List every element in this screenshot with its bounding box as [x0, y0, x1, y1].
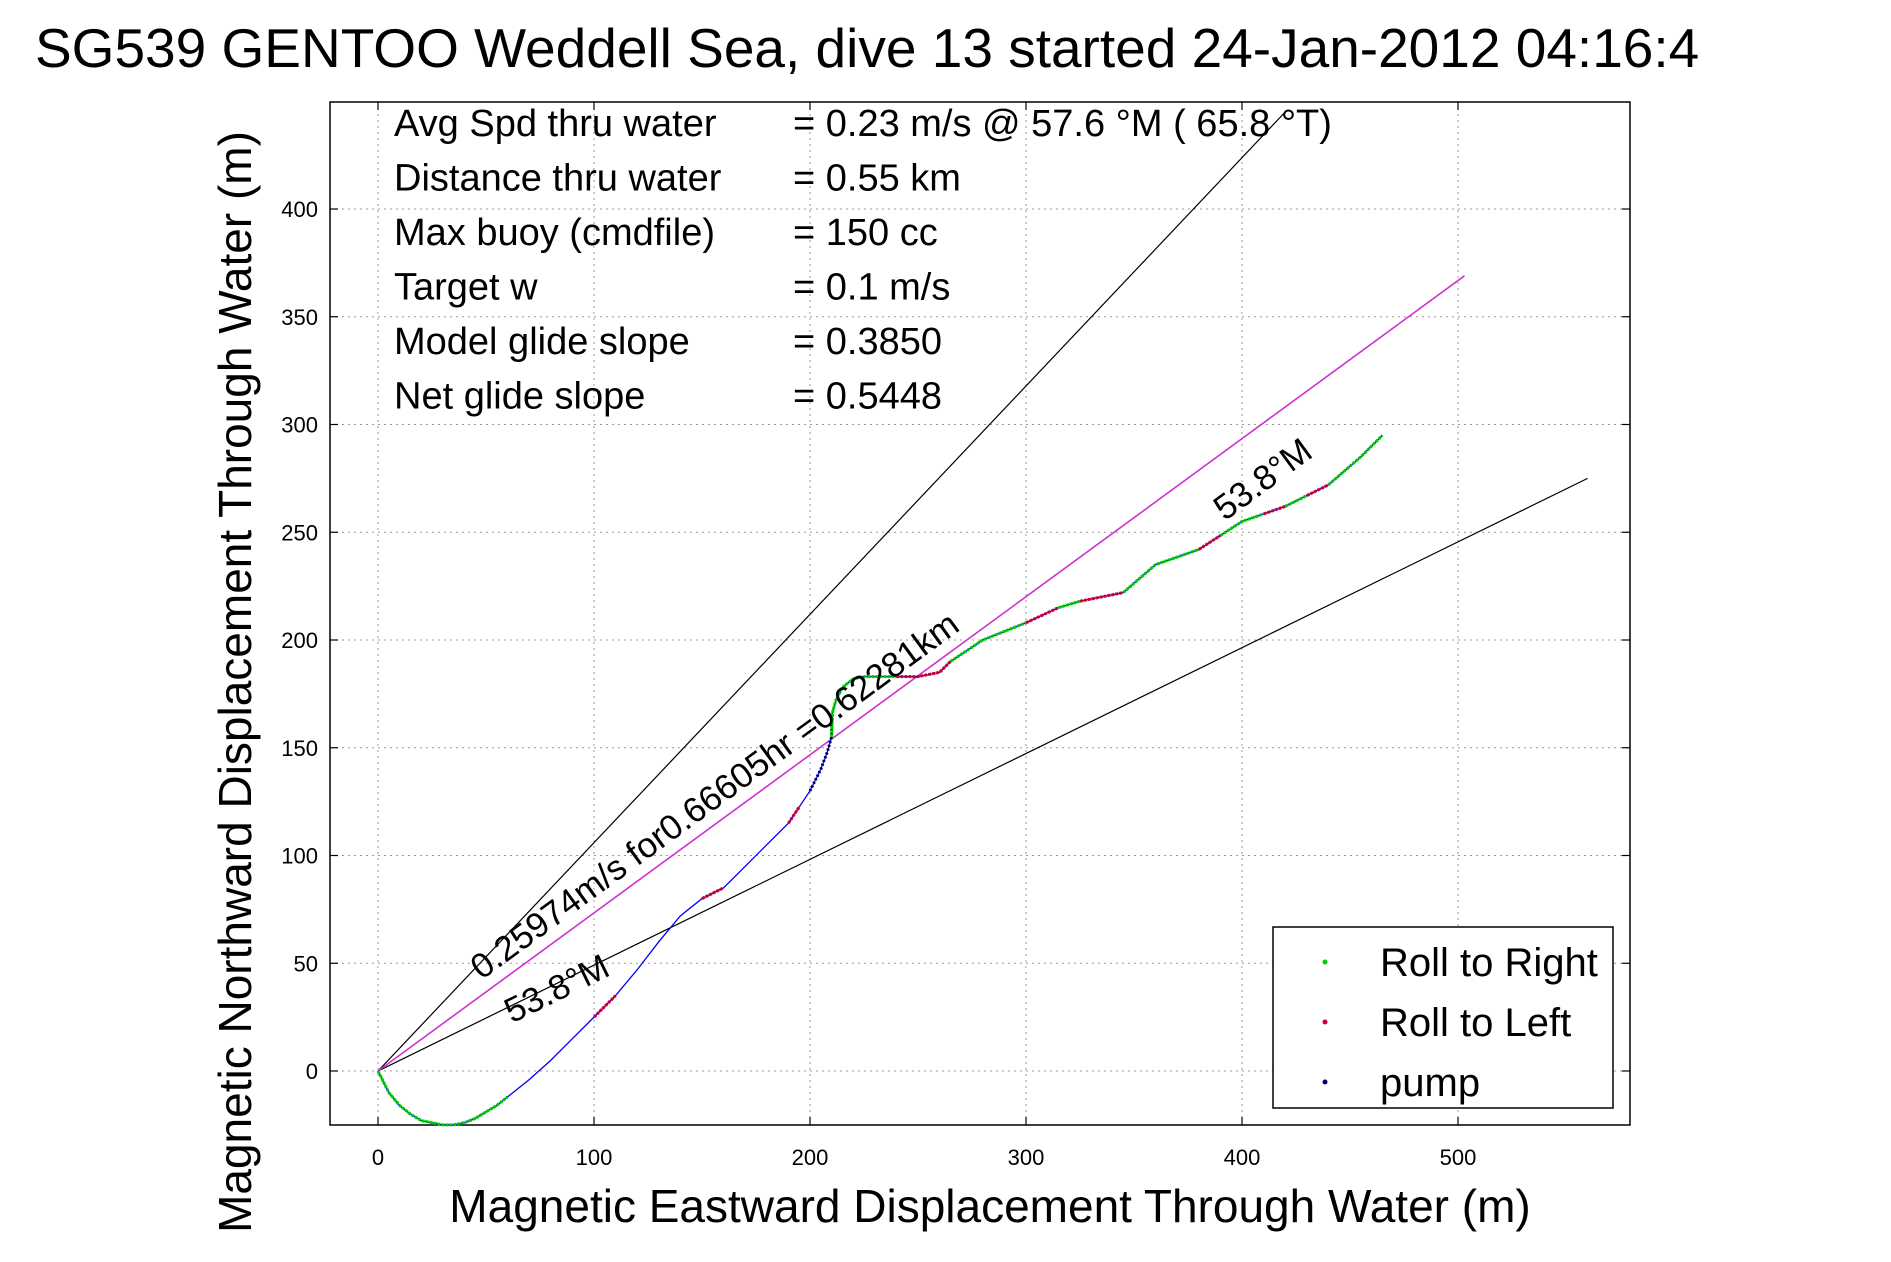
legend-box [1272, 926, 1614, 1109]
y-tick-label: 250 [281, 520, 318, 545]
segment-roll-right [376, 1070, 509, 1127]
x-tick-label: 300 [1008, 1145, 1045, 1170]
info-label: Avg Spd thru water [394, 103, 717, 145]
x-tick-label: 500 [1440, 1145, 1477, 1170]
y-tick-label: 100 [281, 844, 318, 869]
info-value: = 0.1 m/s [793, 267, 950, 309]
x-tick-label: 400 [1224, 1145, 1261, 1170]
y-axis-label: Magnetic Northward Displacement Through … [209, 131, 261, 1233]
legend-label: pump [1380, 1061, 1480, 1105]
chart-title: SG539 GENTOO Weddell Sea, dive 13 starte… [35, 17, 1699, 79]
axis-ticks: 0 100 200 300 400 500 0 50 100 150 200 250 300 350 400 [281, 102, 1630, 1170]
info-label: Net glide slope [394, 376, 645, 418]
segment-roll-right [830, 675, 897, 738]
segment-roll-left [592, 994, 617, 1019]
info-value: = 0.55 km [793, 158, 961, 200]
y-tick-label: 50 [294, 951, 318, 976]
x-tick-label: 200 [792, 1145, 829, 1170]
segment-roll-left [1197, 534, 1222, 551]
y-tick-label: 0 [306, 1059, 318, 1084]
reference-line-track [377, 275, 1465, 1072]
segment-roll-right [1284, 494, 1308, 508]
plot-area: 0 100 200 300 400 500 0 50 100 150 200 250 300 350 400 [281, 101, 1631, 1170]
segment-roll-left [1306, 483, 1330, 497]
x-tick-label: 100 [576, 1145, 613, 1170]
segment-roll-left [1079, 591, 1124, 603]
x-tick-label: 0 [372, 1145, 384, 1170]
segment-roll-right [1122, 548, 1200, 594]
info-value: = 0.3850 [793, 321, 942, 363]
legend-marker [1322, 1079, 1328, 1085]
segment-roll-right [949, 621, 1027, 663]
segment-pump [808, 715, 834, 792]
segment-roll-left [787, 806, 801, 825]
legend-label: Roll to Right [1380, 941, 1598, 985]
info-label: Max buoy (cmdfile) [394, 212, 715, 254]
info-label: Model glide slope [394, 321, 690, 363]
info-value: = 0.23 m/s @ 57.6 °M ( 65.8 °T) [793, 103, 1332, 145]
segment-roll-right [1327, 434, 1384, 486]
reference-line-envelope-upper [377, 111, 1286, 1072]
y-tick-label: 150 [281, 736, 318, 761]
legend-label: Roll to Left [1380, 1001, 1571, 1045]
info-block: Avg Spd thru water = 0.23 m/s @ 57.6 °M (… [394, 103, 1332, 418]
legend-marker [1322, 1019, 1328, 1025]
reference-line-envelope-lower [377, 477, 1588, 1072]
reference-lines [377, 111, 1588, 1072]
legend-marker [1322, 959, 1328, 965]
y-tick-label: 350 [281, 305, 318, 330]
roll-segments-layer [376, 434, 1384, 1127]
info-label: Distance thru water [394, 158, 722, 200]
segment-roll-left [701, 886, 725, 900]
y-tick-label: 300 [281, 413, 318, 438]
y-tick-label: 400 [281, 197, 318, 222]
x-axis-label: Magnetic Eastward Displacement Through W… [449, 1180, 1530, 1232]
segment-roll-left [896, 660, 952, 679]
segment-roll-right [1057, 599, 1081, 610]
grid-lines [330, 102, 1630, 1125]
y-tick-label: 200 [281, 628, 318, 653]
legend: Roll to Right Roll to Left pump [1272, 926, 1614, 1109]
info-label: Target w [394, 267, 538, 309]
info-value: = 0.5448 [793, 376, 942, 418]
segment-roll-left [1025, 606, 1060, 625]
info-value: = 150 cc [793, 212, 938, 254]
segment-roll-right [1219, 512, 1265, 537]
